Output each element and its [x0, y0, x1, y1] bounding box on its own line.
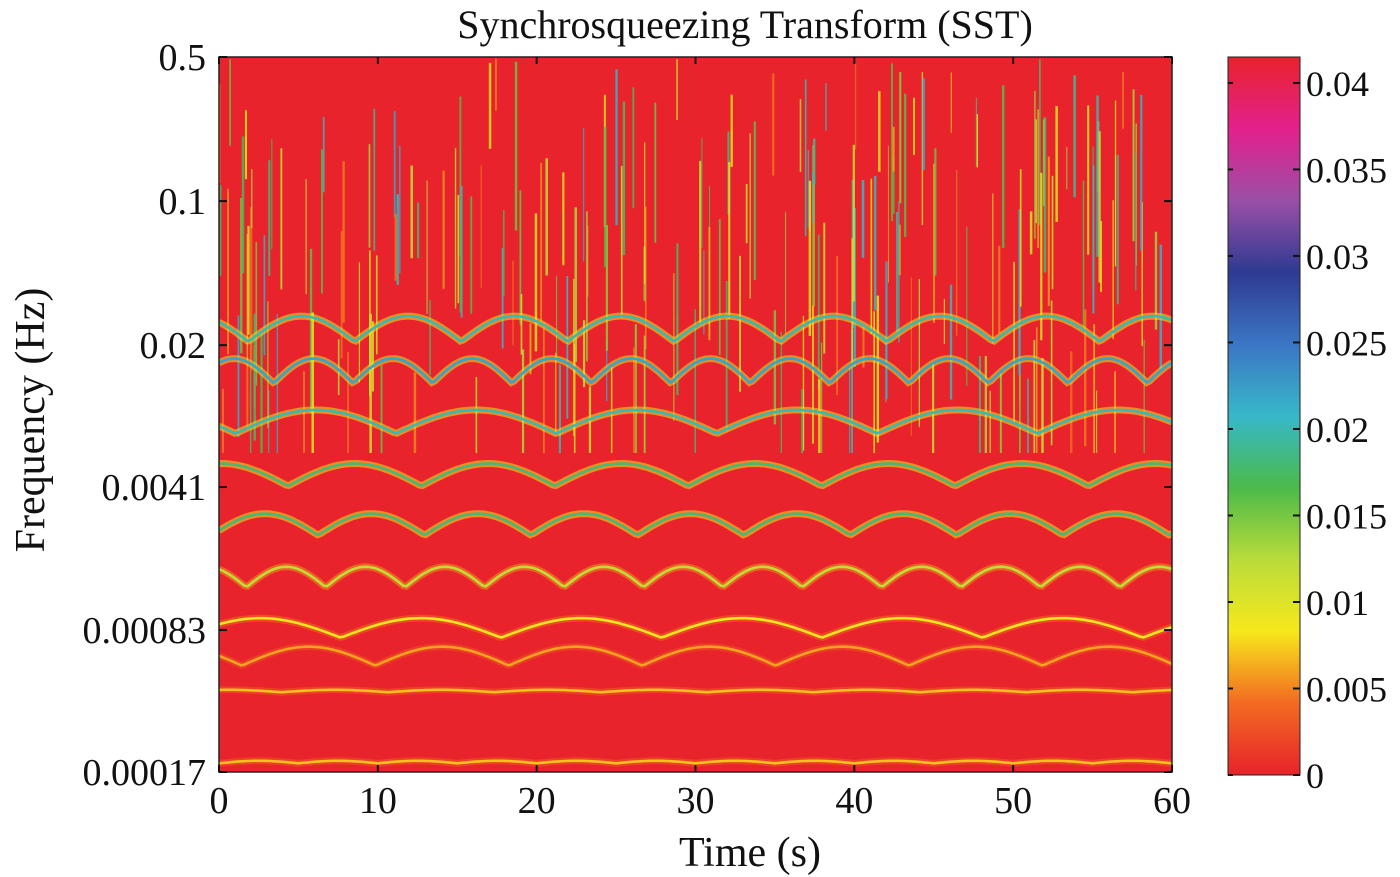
- sst-ridge: [219, 616, 1172, 639]
- sst-ridge: [219, 357, 1172, 385]
- heatmap-area: [219, 57, 1172, 772]
- colorbar-tick-label: 0.015: [1306, 496, 1387, 536]
- colorbar-ticks: 0 0.005 0.01 0.015 0.02 0.025 0.03 0.035 0.04: [1228, 64, 1387, 796]
- x-tick-label: 50: [994, 780, 1032, 822]
- sst-ridge: [219, 759, 1172, 765]
- x-tick-label: 10: [359, 780, 397, 822]
- y-tick-label: 0.0041: [102, 467, 207, 509]
- colorbar-tick-label: 0.04: [1306, 64, 1369, 104]
- sst-ridge: [219, 688, 1172, 694]
- y-tick-label: 0.00017: [83, 752, 207, 794]
- chart-title: Synchrosqueezing Transform (SST): [457, 2, 1033, 47]
- x-tick-label: 60: [1153, 780, 1191, 822]
- y-axis-label: Frequency (Hz): [8, 288, 54, 553]
- x-tick-label: 30: [677, 780, 715, 822]
- x-tick-label: 20: [518, 780, 556, 822]
- sst-ridge: [219, 314, 1172, 343]
- x-tick-label: 0: [210, 780, 229, 822]
- sst-ridge: [219, 462, 1172, 487]
- y-tick-label: 0.5: [159, 37, 207, 79]
- colorbar-tick-label: 0.01: [1306, 583, 1369, 623]
- colorbar-tick-label: 0: [1306, 756, 1324, 796]
- colorbar: [1227, 56, 1301, 776]
- y-tick-label: 0.02: [140, 325, 207, 367]
- sst-ridge: [219, 645, 1172, 667]
- colorbar-tick-label: 0.035: [1306, 150, 1387, 190]
- y-tick-label: 0.1: [159, 181, 207, 223]
- colorbar-tick-label: 0.005: [1306, 669, 1387, 709]
- heatmap-ridges: [219, 312, 1172, 767]
- colorbar-tick-label: 0.03: [1306, 237, 1369, 277]
- x-axis-ticks: 0 10 20 30 40 50 60: [210, 57, 1191, 822]
- x-tick-label: 40: [835, 780, 873, 822]
- sst-ridge: [219, 512, 1172, 537]
- sst-ridge: [219, 408, 1172, 435]
- colorbar-tick-label: 0.02: [1306, 410, 1369, 450]
- colorbar-tick-label: 0.025: [1306, 323, 1387, 363]
- x-axis-label: Time (s): [679, 830, 821, 876]
- y-tick-label: 0.00083: [83, 610, 207, 652]
- sst-ridge: [219, 565, 1172, 588]
- y-axis-ticks: 0.5 0.1 0.02 0.0041 0.00083 0.00017: [83, 37, 1172, 794]
